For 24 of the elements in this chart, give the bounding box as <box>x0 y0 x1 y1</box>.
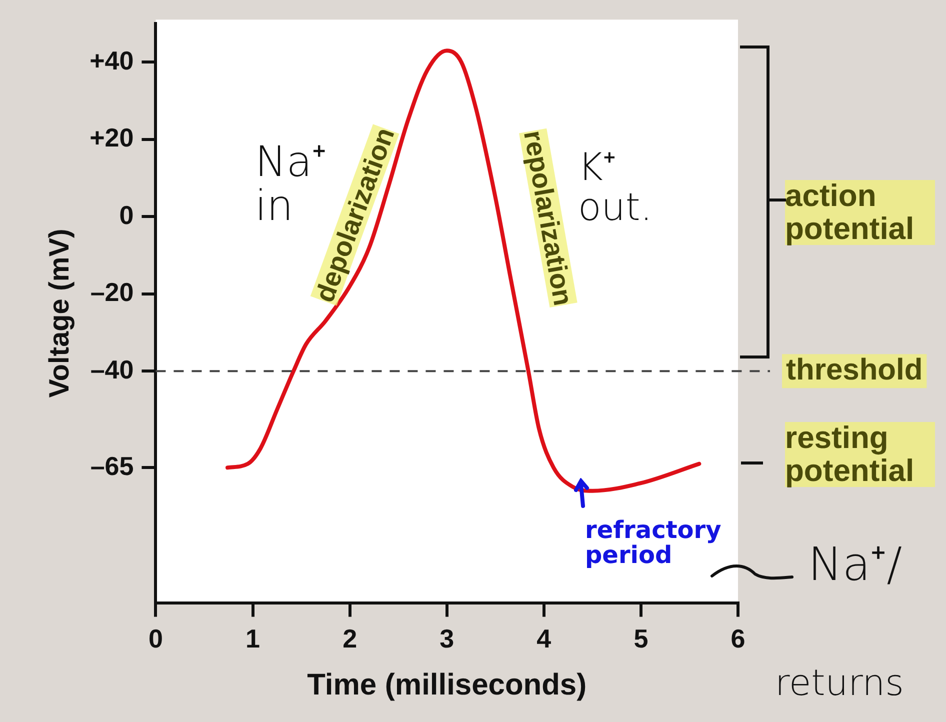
annotation: refractory period <box>585 516 722 570</box>
x-tick-label: 1 <box>246 624 260 654</box>
x-tick-label: 4 <box>536 624 552 654</box>
y-tick-label: +20 <box>90 122 134 153</box>
x-tick-label: 2 <box>342 624 358 654</box>
annotation: repolarization <box>518 128 578 308</box>
ref-line-label: threshold <box>786 353 923 386</box>
x-tick-label: 3 <box>440 624 454 654</box>
x-tick-label: 0 <box>148 624 163 654</box>
x-tick-label: 6 <box>730 624 746 654</box>
line-series <box>226 48 702 493</box>
annotation: K⁺ out. <box>578 145 654 229</box>
text: resting potential <box>785 420 935 488</box>
text: action potential <box>785 178 935 246</box>
y-tick-label: –40 <box>90 354 134 384</box>
x-axis-title: Time (milliseconds) <box>307 668 587 702</box>
y-tick-label: –65 <box>90 450 134 481</box>
y-tick-label: +40 <box>90 45 134 76</box>
y-tick-label: 0 <box>119 200 134 230</box>
text: returns <box>775 663 904 704</box>
text: Na⁺/ <box>808 537 902 591</box>
y-tick-label: –20 <box>90 277 134 308</box>
x-tick-label: 5 <box>634 624 648 654</box>
y-axis-title: Voltage (mV) <box>44 228 75 398</box>
